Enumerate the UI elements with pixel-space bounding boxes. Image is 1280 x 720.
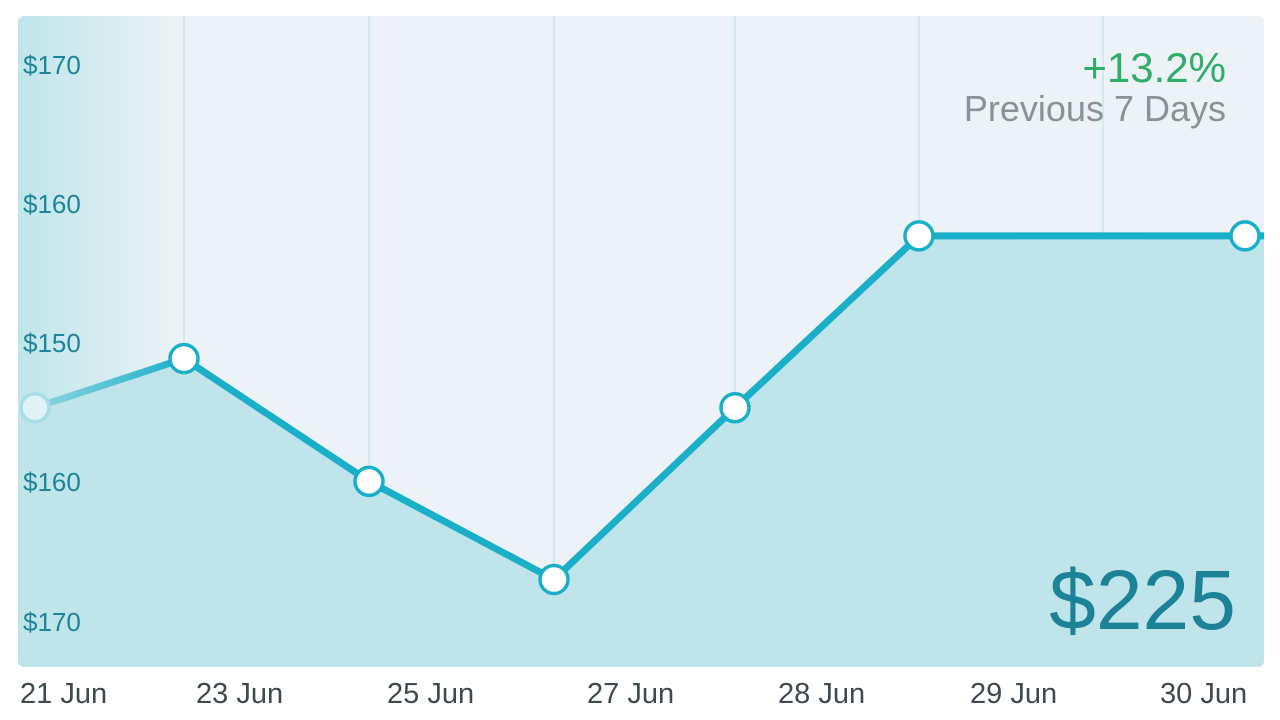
- data-point[interactable]: [19, 391, 51, 424]
- series-line-segment: [365, 477, 558, 584]
- data-point[interactable]: [719, 391, 751, 424]
- data-point[interactable]: [1229, 220, 1261, 252]
- y-tick-label: $160: [23, 189, 81, 219]
- series-line-segment: [550, 404, 739, 584]
- y-tick-label: $170: [23, 607, 81, 637]
- data-point[interactable]: [168, 342, 200, 375]
- x-tick-label: 29 Jun: [970, 678, 1058, 710]
- series-line: [31, 232, 1264, 584]
- summary-value: $225: [1049, 553, 1236, 647]
- x-tick-label: 25 Jun: [387, 678, 475, 710]
- series-line-segment: [731, 232, 923, 412]
- x-tick-label: 28 Jun: [778, 678, 866, 710]
- series-line-segment: [180, 355, 373, 485]
- chart-panel: [18, 16, 1264, 667]
- x-tick-label: 30 Jun: [1160, 678, 1248, 710]
- series-area: [18, 235, 1264, 667]
- y-tick-label: $150: [23, 328, 81, 358]
- x-tick-label: 23 Jun: [196, 678, 284, 710]
- y-tick-label: $160: [23, 467, 81, 497]
- series-line-segment: [31, 355, 188, 412]
- x-tick-label: 21 Jun: [20, 678, 108, 710]
- data-point[interactable]: [538, 563, 570, 596]
- data-point[interactable]: [353, 465, 385, 498]
- x-tick-label: 27 Jun: [587, 678, 675, 710]
- period-label: Previous 7 Days: [963, 88, 1226, 129]
- y-tick-label: $170: [23, 50, 81, 80]
- data-point[interactable]: [903, 220, 935, 252]
- series-points: [19, 220, 1261, 596]
- change-percentage: +13.2%: [1082, 44, 1226, 91]
- chart-plot: [18, 16, 1264, 667]
